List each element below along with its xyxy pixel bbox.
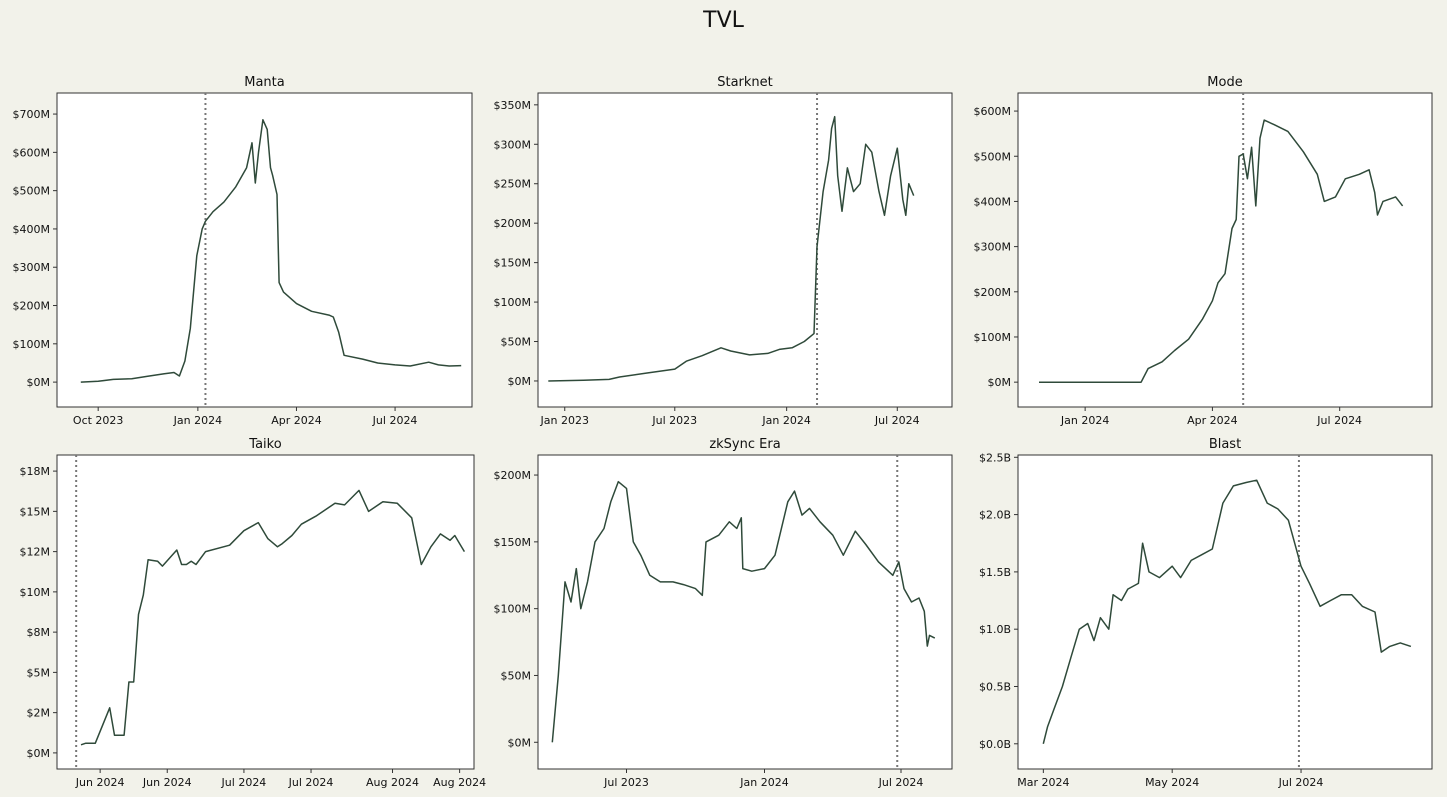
- x-tick-label: Mar 2024: [1017, 776, 1069, 789]
- x-tick-label: Jul 2024: [1316, 414, 1362, 427]
- tvl-series-line: [80, 489, 466, 746]
- x-tick-label: Jan 2024: [761, 414, 810, 427]
- y-tick-label: $0M: [27, 747, 51, 760]
- axes-frame: [1017, 92, 1433, 408]
- y-tick-label: $250M: [494, 178, 532, 191]
- y-tick-label: $0M: [508, 375, 532, 388]
- tvl-series-line: [548, 115, 915, 382]
- panel-title: Blast: [1209, 437, 1241, 452]
- x-tick-label: Jan 2024: [739, 776, 788, 789]
- axes-frame: [537, 92, 953, 408]
- panel-zksync-era: zkSync Era $0M $50M $100M $150M $200M Jul 2023…: [494, 437, 953, 789]
- y-tick-label: $8M: [27, 626, 51, 639]
- y-tick-label: $100M: [494, 296, 532, 309]
- y-tick-label: $0M: [988, 376, 1012, 389]
- y-tick-label: $100M: [13, 338, 51, 351]
- y-tick-label: $100M: [974, 331, 1012, 344]
- panel-starknet: Starknet $0M $50M $100M $150M $200M $250M $300M…: [494, 75, 953, 427]
- y-tick-label: $12M: [20, 546, 51, 559]
- y-tick-label: $200M: [494, 217, 532, 230]
- panel-manta: Manta $0M $100M $200M $300M $400M $500M $600M $7…: [13, 75, 473, 427]
- panel-title: Taiko: [248, 437, 281, 452]
- tvl-series-line: [1039, 119, 1404, 383]
- tvl-series-line: [80, 119, 462, 383]
- y-tick-label: $0M: [27, 376, 51, 389]
- y-tick-label: $2.5B: [979, 451, 1011, 464]
- axes-frame: [1017, 454, 1433, 770]
- x-tick-label: Jul 2024: [878, 776, 924, 789]
- panel-blast: Blast $0.0B $0.5B $1.0B $1.5B $2.0B $2.5B Mar 2…: [979, 437, 1433, 789]
- axes-frame: [56, 454, 475, 770]
- x-tick-label: Jul 2024: [874, 414, 920, 427]
- panel-taiko: Taiko $0M $2M $5M $8M $10M $12M $15M $18M Jun 202…: [20, 437, 487, 789]
- y-tick-label: $200M: [13, 300, 51, 313]
- y-tick-label: $150M: [494, 257, 532, 270]
- y-tick-label: $2M: [27, 707, 51, 720]
- panel-title: Mode: [1207, 75, 1242, 90]
- x-tick-label: May 2024: [1145, 776, 1199, 789]
- axes-frame: [537, 454, 953, 770]
- y-tick-label: $400M: [974, 195, 1012, 208]
- x-tick-label: Aug 2024: [433, 776, 486, 789]
- x-tick-label: Jan 2024: [1060, 414, 1109, 427]
- y-tick-label: $400M: [13, 223, 51, 236]
- panel-title: Starknet: [717, 75, 773, 90]
- figure-title: TVL: [703, 8, 744, 33]
- y-tick-label: $700M: [13, 108, 51, 121]
- y-tick-label: $600M: [974, 105, 1012, 118]
- y-tick-label: $150M: [494, 536, 532, 549]
- y-tick-label: $50M: [501, 336, 532, 349]
- y-tick-label: $5M: [27, 666, 51, 679]
- tvl-series-line: [1042, 479, 1412, 744]
- x-tick-label: Jul 2024: [221, 776, 267, 789]
- y-tick-label: $15M: [20, 505, 51, 518]
- x-tick-label: Jan 2024: [173, 414, 222, 427]
- panel-title: Manta: [244, 75, 285, 90]
- y-tick-label: $0.0B: [979, 738, 1011, 751]
- y-tick-label: $200M: [494, 469, 532, 482]
- y-tick-label: $500M: [13, 185, 51, 198]
- y-tick-label: $0.5B: [979, 680, 1011, 693]
- x-tick-label: Aug 2024: [366, 776, 419, 789]
- x-tick-label: Jul 2024: [288, 776, 334, 789]
- x-tick-label: Jul 2023: [651, 414, 697, 427]
- x-tick-label: Oct 2023: [73, 414, 124, 427]
- y-tick-label: $1.0B: [979, 623, 1011, 636]
- panel-title: zkSync Era: [709, 437, 780, 452]
- y-tick-label: $300M: [494, 138, 532, 151]
- y-tick-label: $0M: [508, 736, 532, 749]
- y-tick-label: $2.0B: [979, 509, 1011, 522]
- y-tick-label: $600M: [13, 146, 51, 159]
- axes-frame: [56, 92, 473, 408]
- y-tick-label: $300M: [974, 241, 1012, 254]
- y-tick-label: $18M: [20, 465, 51, 478]
- x-tick-label: Jul 2024: [1278, 776, 1324, 789]
- x-tick-label: Jun 2024: [75, 776, 125, 789]
- x-tick-label: Apr 2024: [271, 414, 322, 427]
- y-tick-label: $1.5B: [979, 566, 1011, 579]
- x-tick-label: Jun 2024: [142, 776, 192, 789]
- y-tick-label: $50M: [501, 669, 532, 682]
- x-tick-label: Jan 2023: [540, 414, 589, 427]
- x-tick-label: Jul 2024: [372, 414, 418, 427]
- y-tick-label: $200M: [974, 286, 1012, 299]
- x-tick-label: Jul 2023: [603, 776, 649, 789]
- y-tick-label: $300M: [13, 261, 51, 274]
- x-tick-label: Apr 2024: [1187, 414, 1238, 427]
- y-tick-label: $350M: [494, 99, 532, 112]
- tvl-series-line: [551, 480, 936, 743]
- panel-mode: Mode $0M $100M $200M $300M $400M $500M $600M Jan…: [974, 75, 1433, 427]
- y-tick-label: $10M: [20, 586, 51, 599]
- y-tick-label: $500M: [974, 150, 1012, 163]
- y-tick-label: $100M: [494, 603, 532, 616]
